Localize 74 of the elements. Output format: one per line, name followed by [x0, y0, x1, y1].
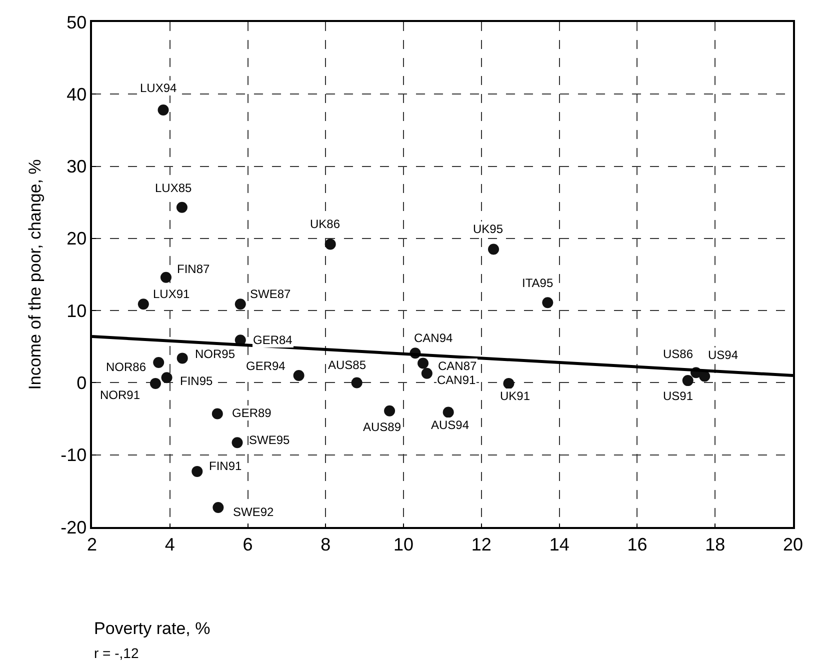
x-tick-label: 16: [627, 534, 648, 554]
point: [488, 244, 500, 255]
annotation: GER84: [253, 333, 293, 347]
point: [158, 104, 169, 116]
x-tick-label: 12: [471, 534, 492, 554]
point: [212, 408, 223, 420]
point: [234, 298, 246, 310]
text: r = -,12: [94, 645, 139, 661]
point: [212, 502, 224, 514]
annotation: NOR86: [106, 360, 146, 374]
y-tick-label: 20: [66, 228, 87, 249]
annotation: AUS85: [328, 358, 366, 372]
annotation: NOR91: [100, 388, 140, 402]
annotation: FIN95: [180, 374, 214, 388]
point: [418, 358, 429, 369]
y-tick-label: -10: [60, 445, 87, 466]
annotation: UK91: [500, 389, 530, 403]
y-tick-label: -20: [60, 517, 87, 538]
annotation: US86: [663, 347, 694, 361]
point: [150, 378, 161, 389]
point: [176, 352, 188, 364]
point: [160, 272, 172, 283]
x-tick-label: 8: [320, 534, 331, 554]
y-tick-label: 50: [66, 12, 87, 32]
point: [153, 357, 164, 368]
point: [351, 377, 362, 388]
y-tick-label: 30: [66, 156, 87, 177]
annotation: SWE95: [249, 433, 290, 447]
annotation: ITA95: [522, 276, 554, 290]
annotation: US91: [663, 389, 694, 403]
point: [138, 298, 149, 310]
annotation: CAN94: [414, 331, 454, 345]
y-tick-label: 10: [66, 300, 87, 321]
point: [232, 437, 243, 448]
x-tick-label: 18: [705, 534, 726, 554]
annotation: GER89: [232, 406, 272, 420]
point: [421, 368, 432, 379]
point: [542, 297, 554, 308]
annotation: FIN91: [209, 459, 242, 473]
x-tick-label: 20: [782, 534, 804, 554]
annotation: AUS89: [363, 420, 402, 434]
y-axis-title: Income of the poor, change, %: [26, 159, 45, 390]
annotation: UK86: [310, 217, 340, 231]
point: [176, 202, 188, 213]
point: [503, 378, 514, 389]
x-tick-label: 4: [164, 534, 175, 554]
annotation: UK95: [473, 222, 504, 236]
point: [161, 372, 172, 384]
annotation: LUX94: [140, 81, 178, 95]
annotation: SWE87: [250, 287, 292, 301]
point: [324, 238, 336, 250]
x-tick-label: 6: [242, 534, 253, 554]
y-tick-label: 40: [66, 84, 87, 104]
point: [442, 406, 454, 418]
x-axis-title: Poverty rate, %: [94, 619, 210, 638]
annotation: AUS94: [431, 418, 470, 432]
x-tick-label: 10: [394, 534, 414, 554]
point: [293, 370, 304, 381]
point: [682, 375, 694, 386]
y-tick-label: 0: [76, 373, 87, 394]
x-tick-label: 14: [549, 534, 570, 554]
annotation: SWE92: [233, 505, 274, 519]
point: [192, 466, 203, 477]
annotation: CAN87: [438, 359, 478, 373]
point: [699, 370, 710, 382]
annotation: LUX91: [153, 287, 190, 301]
annotation: NOR95: [195, 347, 236, 361]
annotation: FIN87: [177, 262, 210, 276]
point: [384, 405, 396, 416]
annotation: CAN91: [437, 373, 476, 387]
annotation: GER94: [246, 359, 286, 373]
annotation: LUX85: [155, 181, 192, 195]
annotation: US94: [708, 348, 738, 362]
x-tick-label: 2: [86, 534, 98, 554]
